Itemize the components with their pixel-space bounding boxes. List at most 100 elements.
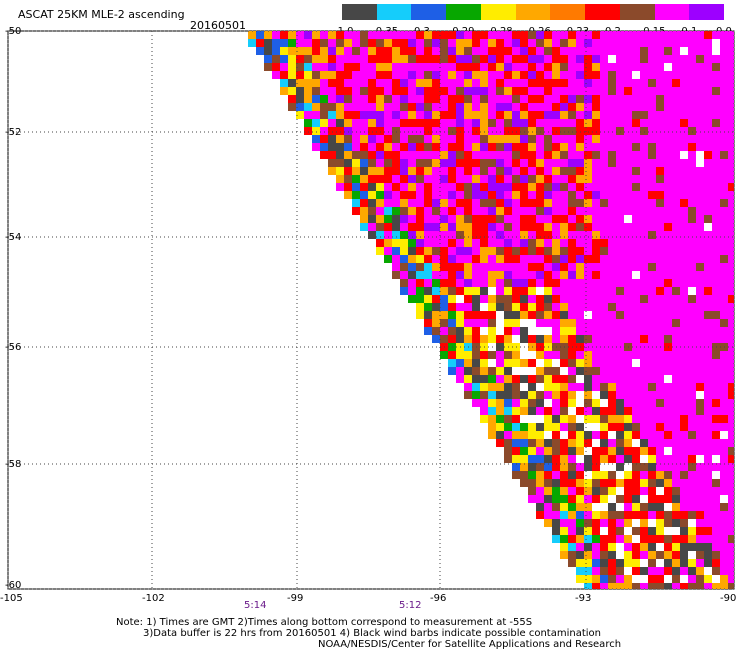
swath-pixel: [504, 135, 512, 143]
swath-pixel: [696, 271, 704, 279]
swath-pixel: [616, 311, 624, 319]
swath-pixel: [624, 423, 632, 431]
swath-pixel: [712, 47, 720, 55]
swath-pixel: [552, 375, 560, 383]
swath-pixel: [328, 159, 336, 167]
swath-pixel: [336, 79, 344, 87]
swath-pixel: [288, 95, 296, 103]
swath-pixel: [584, 303, 592, 311]
swath-pixel: [472, 31, 480, 39]
swath-pixel: [656, 583, 664, 589]
swath-pixel: [280, 31, 288, 39]
swath-pixel: [504, 31, 512, 39]
swath-pixel: [544, 407, 552, 415]
swath-pixel: [672, 287, 680, 295]
colorbar-swatch: [585, 4, 621, 20]
swath-pixel: [680, 127, 688, 135]
swath-pixel: [560, 183, 568, 191]
swath-pixel: [440, 199, 448, 207]
swath-pixel: [632, 511, 640, 519]
swath-pixel: [688, 487, 696, 495]
swath-pixel: [728, 447, 734, 455]
swath-pixel: [344, 31, 352, 39]
swath-pixel: [528, 167, 536, 175]
swath-pixel: [600, 271, 608, 279]
swath-pixel: [712, 567, 720, 575]
swath-pixel: [648, 551, 656, 559]
swath-pixel: [712, 31, 720, 39]
swath-pixel: [608, 535, 616, 543]
swath-pixel: [688, 319, 696, 327]
swath-pixel: [480, 95, 488, 103]
swath-pixel: [488, 199, 496, 207]
swath-pixel: [480, 55, 488, 63]
swath-pixel: [696, 535, 704, 543]
swath-pixel: [440, 263, 448, 271]
swath-pixel: [664, 175, 672, 183]
swath-pixel: [384, 135, 392, 143]
swath-pixel: [312, 119, 320, 127]
swath-pixel: [568, 319, 576, 327]
swath-pixel: [632, 231, 640, 239]
swath-pixel: [624, 439, 632, 447]
swath-pixel: [704, 375, 712, 383]
swath-pixel: [624, 503, 632, 511]
swath-pixel: [664, 567, 672, 575]
swath-pixel: [464, 239, 472, 247]
swath-pixel: [448, 71, 456, 79]
swath-pixel: [576, 55, 584, 63]
swath-pixel: [608, 263, 616, 271]
swath-pixel: [648, 55, 656, 63]
swath-pixel: [680, 143, 688, 151]
swath-pixel: [608, 567, 616, 575]
swath-pixel: [672, 263, 680, 271]
swath-pixel: [504, 271, 512, 279]
lon-label: -93: [575, 593, 592, 604]
swath-pixel: [472, 319, 480, 327]
swath-pixel: [400, 63, 408, 71]
swath-pixel: [544, 399, 552, 407]
swath-pixel: [608, 519, 616, 527]
swath-pixel: [536, 55, 544, 63]
swath-pixel: [416, 223, 424, 231]
swath-pixel: [568, 111, 576, 119]
swath-pixel: [592, 415, 600, 423]
swath-pixel: [608, 271, 616, 279]
swath-pixel: [704, 151, 712, 159]
swath-pixel: [456, 279, 464, 287]
lat-label: -54: [5, 232, 22, 243]
swath-pixel: [464, 303, 472, 311]
swath-pixel: [472, 207, 480, 215]
swath-pixel: [720, 127, 728, 135]
swath-pixel: [512, 31, 520, 39]
swath-pixel: [680, 191, 688, 199]
swath-pixel: [440, 183, 448, 191]
swath-pixel: [616, 511, 624, 519]
swath-pixel: [360, 127, 368, 135]
swath-pixel: [616, 239, 624, 247]
swath-pixel: [576, 71, 584, 79]
swath-pixel: [568, 159, 576, 167]
swath-pixel: [696, 423, 704, 431]
swath-pixel: [640, 223, 648, 231]
swath-pixel: [512, 447, 520, 455]
swath-pixel: [408, 143, 416, 151]
swath-pixel: [584, 55, 592, 63]
swath-pixel: [448, 199, 456, 207]
swath-pixel: [552, 215, 560, 223]
swath-pixel: [696, 239, 704, 247]
swath-pixel: [640, 479, 648, 487]
swath-pixel: [720, 71, 728, 79]
swath-pixel: [544, 319, 552, 327]
swath-pixel: [528, 487, 536, 495]
swath-pixel: [680, 263, 688, 271]
swath-pixel: [432, 71, 440, 79]
swath-pixel: [600, 319, 608, 327]
swath-pixel: [560, 135, 568, 143]
swath-pixel: [568, 255, 576, 263]
swath-pixel: [432, 231, 440, 239]
swath-pixel: [688, 207, 696, 215]
swath-pixel: [384, 175, 392, 183]
swath-pixel: [592, 543, 600, 551]
swath-pixel: [480, 103, 488, 111]
